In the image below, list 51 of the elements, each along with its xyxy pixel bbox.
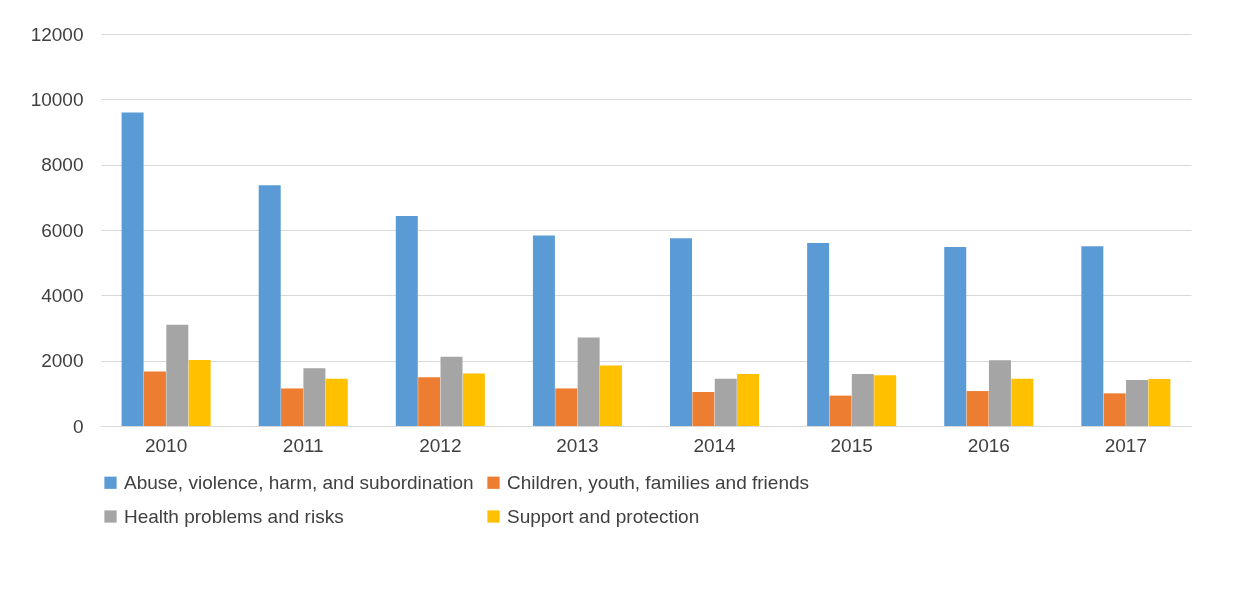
x-tick-label: 2016 [967,434,1010,456]
bar [325,378,348,426]
y-tick-label: 12000 [30,23,84,45]
bar [303,368,326,426]
bar [988,360,1011,426]
y-tick-label: 6000 [41,219,84,241]
bar [1148,378,1171,426]
bar [1126,379,1149,426]
bar [807,243,830,426]
bar [874,375,897,426]
bar [714,378,737,426]
bar [599,365,622,426]
bar [670,238,693,426]
x-tick-label: 2017 [1104,434,1148,456]
x-tick-label: 2012 [419,434,462,456]
bar [258,185,281,426]
x-tick-label: 2014 [693,434,737,456]
bar [944,246,967,426]
bar [1103,393,1126,426]
x-tick-label: 2013 [556,434,599,456]
y-tick-label: 0 [72,415,84,437]
y-tick-label: 4000 [41,284,84,306]
bar [692,392,715,426]
x-tick-label: 2011 [282,434,324,456]
legend-label: Abuse, violence, harm, and subordination [124,471,474,493]
bar [143,371,166,426]
bar [418,377,441,426]
bar [966,391,989,426]
bar [281,388,304,426]
bar [395,215,418,426]
bar [532,235,555,426]
y-tick-label: 2000 [41,350,84,372]
x-tick-label: 2010 [144,434,188,456]
bar [829,395,852,426]
legend-label: Support and protection [507,505,700,527]
x-tick-label: 2015 [830,434,873,456]
bar [188,360,211,426]
bar [577,337,600,426]
bar [1011,378,1034,426]
bar [462,373,485,426]
bar [166,324,189,426]
bar [1081,246,1104,426]
y-tick-label: 10000 [30,88,84,110]
bar [440,356,463,426]
y-tick-label: 8000 [41,154,84,176]
bar [737,374,760,426]
legend-label: Children, youth, families and friends [507,471,810,493]
bar [121,112,144,426]
bar [851,374,874,426]
bar [555,388,578,426]
legend-label: Health problems and risks [124,505,344,527]
